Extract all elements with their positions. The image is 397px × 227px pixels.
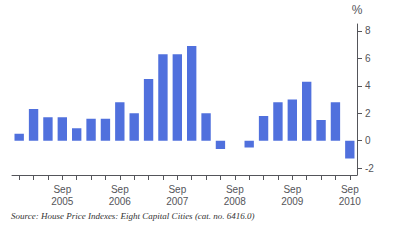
svg-text:8: 8 [365,25,371,36]
svg-text:Sep: Sep [341,184,359,195]
svg-text:Sep: Sep [111,184,129,195]
svg-text:4: 4 [365,80,371,91]
svg-text:-2: -2 [365,163,374,174]
svg-text:Sep: Sep [283,184,301,195]
svg-text:2009: 2009 [281,196,304,207]
svg-text:Sep: Sep [168,184,186,195]
svg-text:2005: 2005 [51,196,74,207]
svg-text:%: % [352,3,363,17]
svg-text:Sep: Sep [53,184,71,195]
svg-text:2006: 2006 [109,196,132,207]
svg-text:2008: 2008 [224,196,247,207]
svg-text:0: 0 [365,135,371,146]
svg-text:Source: House Price Indexes: E: Source: House Price Indexes: Eight Capit… [11,211,255,221]
svg-text:2007: 2007 [166,196,189,207]
svg-text:Sep: Sep [226,184,244,195]
svg-text:2010: 2010 [339,196,362,207]
svg-text:6: 6 [365,53,371,64]
svg-text:2: 2 [365,108,371,119]
